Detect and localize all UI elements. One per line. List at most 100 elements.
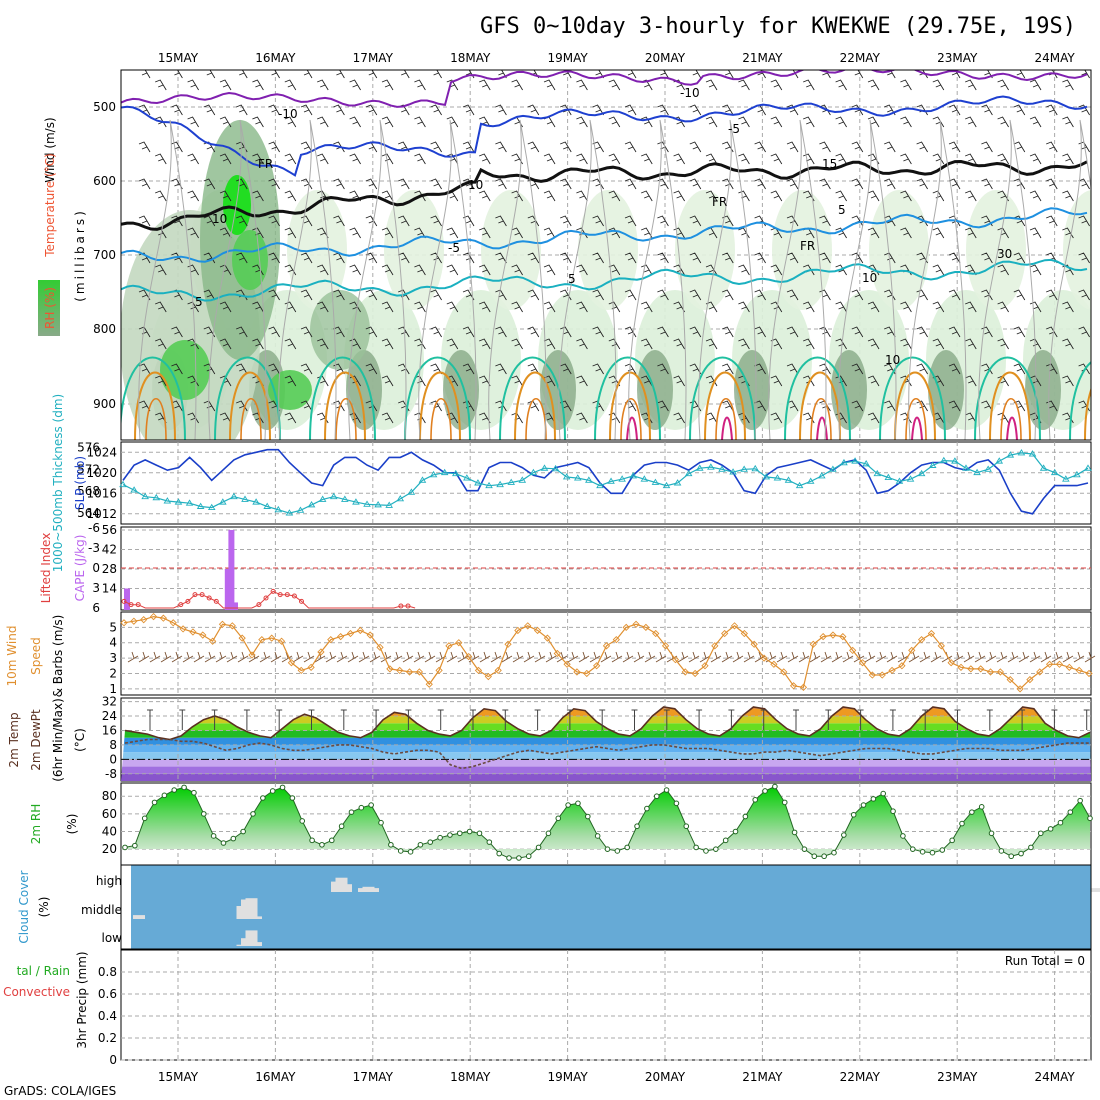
- wind-speed-point: [730, 622, 739, 630]
- wind-barb: [398, 141, 410, 153]
- wind-barb: [479, 190, 491, 202]
- top-date-axis: 15MAY 16MAY 17MAY 18MAY 19MAY 20MAY 21MAY 22MAY…: [158, 51, 1076, 65]
- minmax-bar: [405, 709, 412, 730]
- rh-point: [230, 835, 237, 842]
- wind-barb: [560, 326, 572, 338]
- wind-barb: [608, 190, 621, 202]
- contour-15: [309, 356, 376, 440]
- wind-barb: [1062, 301, 1074, 313]
- wind-speed-point: [465, 652, 473, 661]
- wind-barb: [867, 375, 880, 387]
- surface-wind-barb: [358, 651, 370, 663]
- wind-barb: [786, 178, 799, 190]
- cape-bar: [224, 569, 231, 610]
- wind-barb: [171, 215, 183, 227]
- wind-barb: [851, 104, 864, 116]
- wind-barb: [300, 326, 313, 338]
- surface-wind-barb: [1018, 651, 1030, 663]
- thickness-point: [640, 475, 649, 482]
- wind-barb: [948, 400, 961, 412]
- surface-wind-barb: [490, 651, 502, 663]
- thickness-point: [429, 470, 438, 478]
- contour-25: [626, 416, 638, 440]
- wind-barb: [705, 375, 718, 387]
- wind-barb: [1029, 79, 1042, 91]
- ylabel-cloud-unit: (%): [37, 897, 51, 918]
- surface-wind-barb: [127, 651, 139, 663]
- thickness-point: [341, 495, 349, 502]
- wind-barb: [1029, 264, 1042, 276]
- wind-barb: [851, 70, 864, 79]
- wind-barb: [657, 289, 669, 301]
- top-date-label: 17MAY: [353, 51, 394, 65]
- wind-barb: [673, 412, 685, 424]
- surface-wind-barb: [413, 651, 425, 663]
- thickness-point: [784, 476, 793, 483]
- surface-wind-barb: [875, 651, 887, 663]
- minmax-bar: [1051, 709, 1058, 730]
- thickness-point: [718, 465, 726, 472]
- wind-barb: [624, 326, 637, 338]
- rh-point: [545, 830, 552, 837]
- contour-label: 10: [885, 353, 900, 367]
- wind-barb: [867, 338, 880, 350]
- lifted-index-line: [123, 590, 416, 609]
- wind-speed-point: [199, 631, 207, 639]
- wind-speed-point: [583, 669, 591, 678]
- cloud-bar: [1091, 888, 1100, 892]
- wind-barb: [462, 363, 475, 375]
- wind-speed-point: [977, 665, 985, 673]
- wind-barb: [430, 104, 442, 116]
- thickness-point: [274, 505, 283, 513]
- surface-wind-barb: [798, 651, 810, 663]
- rh-point: [988, 830, 995, 837]
- temperature-contours: [121, 70, 1091, 440]
- ylabel-temp-unit: (°C): [73, 728, 87, 752]
- wind-barb: [219, 338, 232, 350]
- thickness-point: [130, 486, 138, 493]
- ylabel-rh: RH (%): [43, 287, 57, 329]
- wind-barb: [430, 141, 442, 153]
- wind-barb: [527, 141, 540, 153]
- wind-barb: [430, 215, 442, 227]
- surface-wind-barb: [930, 651, 942, 663]
- wind-barb: [657, 363, 669, 375]
- wind-barb: [430, 326, 442, 338]
- wind-speed-point: [957, 663, 965, 671]
- rh-contour: [698, 119, 757, 440]
- wind-barb: [932, 264, 945, 276]
- surface-wind-barb: [677, 651, 689, 663]
- rh-point: [555, 815, 562, 822]
- wind-barb: [851, 363, 864, 375]
- wind-barb: [138, 178, 151, 190]
- wind-barb: [381, 116, 394, 128]
- contour-20b: [715, 397, 737, 440]
- thickness-point: [651, 478, 660, 485]
- wind-speed-point: [593, 662, 601, 670]
- wind-barb: [268, 104, 280, 116]
- wind-barb: [1046, 215, 1058, 227]
- surface-wind-barb: [1007, 651, 1019, 663]
- wind-barb: [948, 141, 961, 153]
- thickness-point: [562, 473, 571, 480]
- top-date-label: 24MAY: [1034, 51, 1075, 65]
- thickness-point: [662, 481, 671, 489]
- rh-blob: [1025, 350, 1061, 430]
- wind-speed-point: [228, 622, 236, 630]
- thickness-point: [451, 469, 460, 477]
- wind-barb: [803, 338, 815, 350]
- lifted-index-point: [398, 603, 404, 609]
- thickness-tick: 572: [77, 462, 100, 476]
- wind-barb: [1095, 265, 1100, 275]
- rh-contour: [908, 119, 967, 440]
- wind-barb: [138, 141, 151, 153]
- wind-barb: [219, 153, 232, 165]
- thickness-point: [1073, 470, 1081, 478]
- wind-barb: [835, 153, 847, 165]
- wind-speed-point: [1075, 666, 1083, 675]
- wind-barb: [624, 141, 637, 153]
- wind-speed-point: [986, 668, 995, 676]
- wind-barb: [446, 338, 459, 350]
- y-tick-label: 0: [109, 752, 117, 766]
- wind-speed-point: [809, 640, 817, 648]
